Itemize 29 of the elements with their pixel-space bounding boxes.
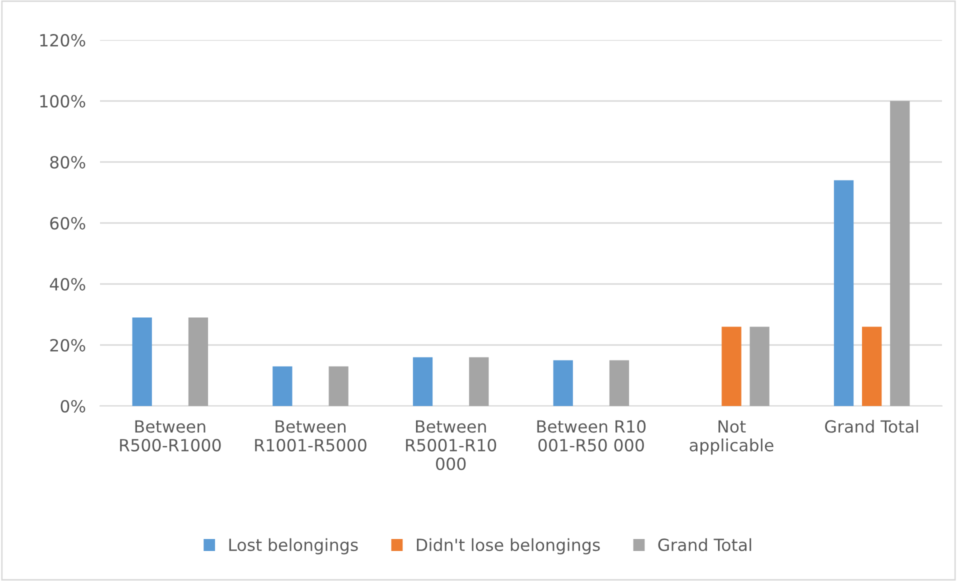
x-tick-label: Between R500-R1000	[120, 420, 221, 452]
bar	[328, 366, 348, 406]
bar	[469, 357, 489, 406]
bar	[553, 360, 573, 406]
y-tick-label: 80%	[50, 156, 86, 169]
x-tick-label: Between R5001-R10 000	[406, 420, 496, 470]
legend-label: Lost belongings	[229, 538, 358, 554]
legend-label: Grand Total	[658, 538, 752, 552]
bar	[609, 360, 630, 406]
x-tick-label: Grand Total	[825, 420, 918, 433]
y-tick-label: 0%	[60, 400, 86, 413]
x-tick-label: Between R1001-R5000	[255, 420, 366, 452]
y-tick-label: 100%	[40, 94, 86, 108]
bar	[750, 326, 770, 406]
bar	[834, 180, 854, 406]
bar	[412, 357, 433, 406]
x-tick-label: Not applicable	[690, 420, 774, 455]
bar	[862, 326, 882, 406]
x-tick-label: Between R10 001-R50 000	[537, 420, 646, 452]
y-tick-label: 60%	[50, 216, 86, 230]
bar	[890, 101, 910, 406]
y-tick-label: 120%	[40, 34, 86, 47]
bar	[272, 366, 292, 406]
bar	[722, 326, 742, 406]
bar	[188, 318, 208, 406]
bar	[132, 318, 152, 406]
y-tick-label: 40%	[50, 278, 86, 291]
legend-label: Didn't lose belongings	[416, 538, 600, 554]
y-tick-label: 20%	[50, 338, 86, 352]
